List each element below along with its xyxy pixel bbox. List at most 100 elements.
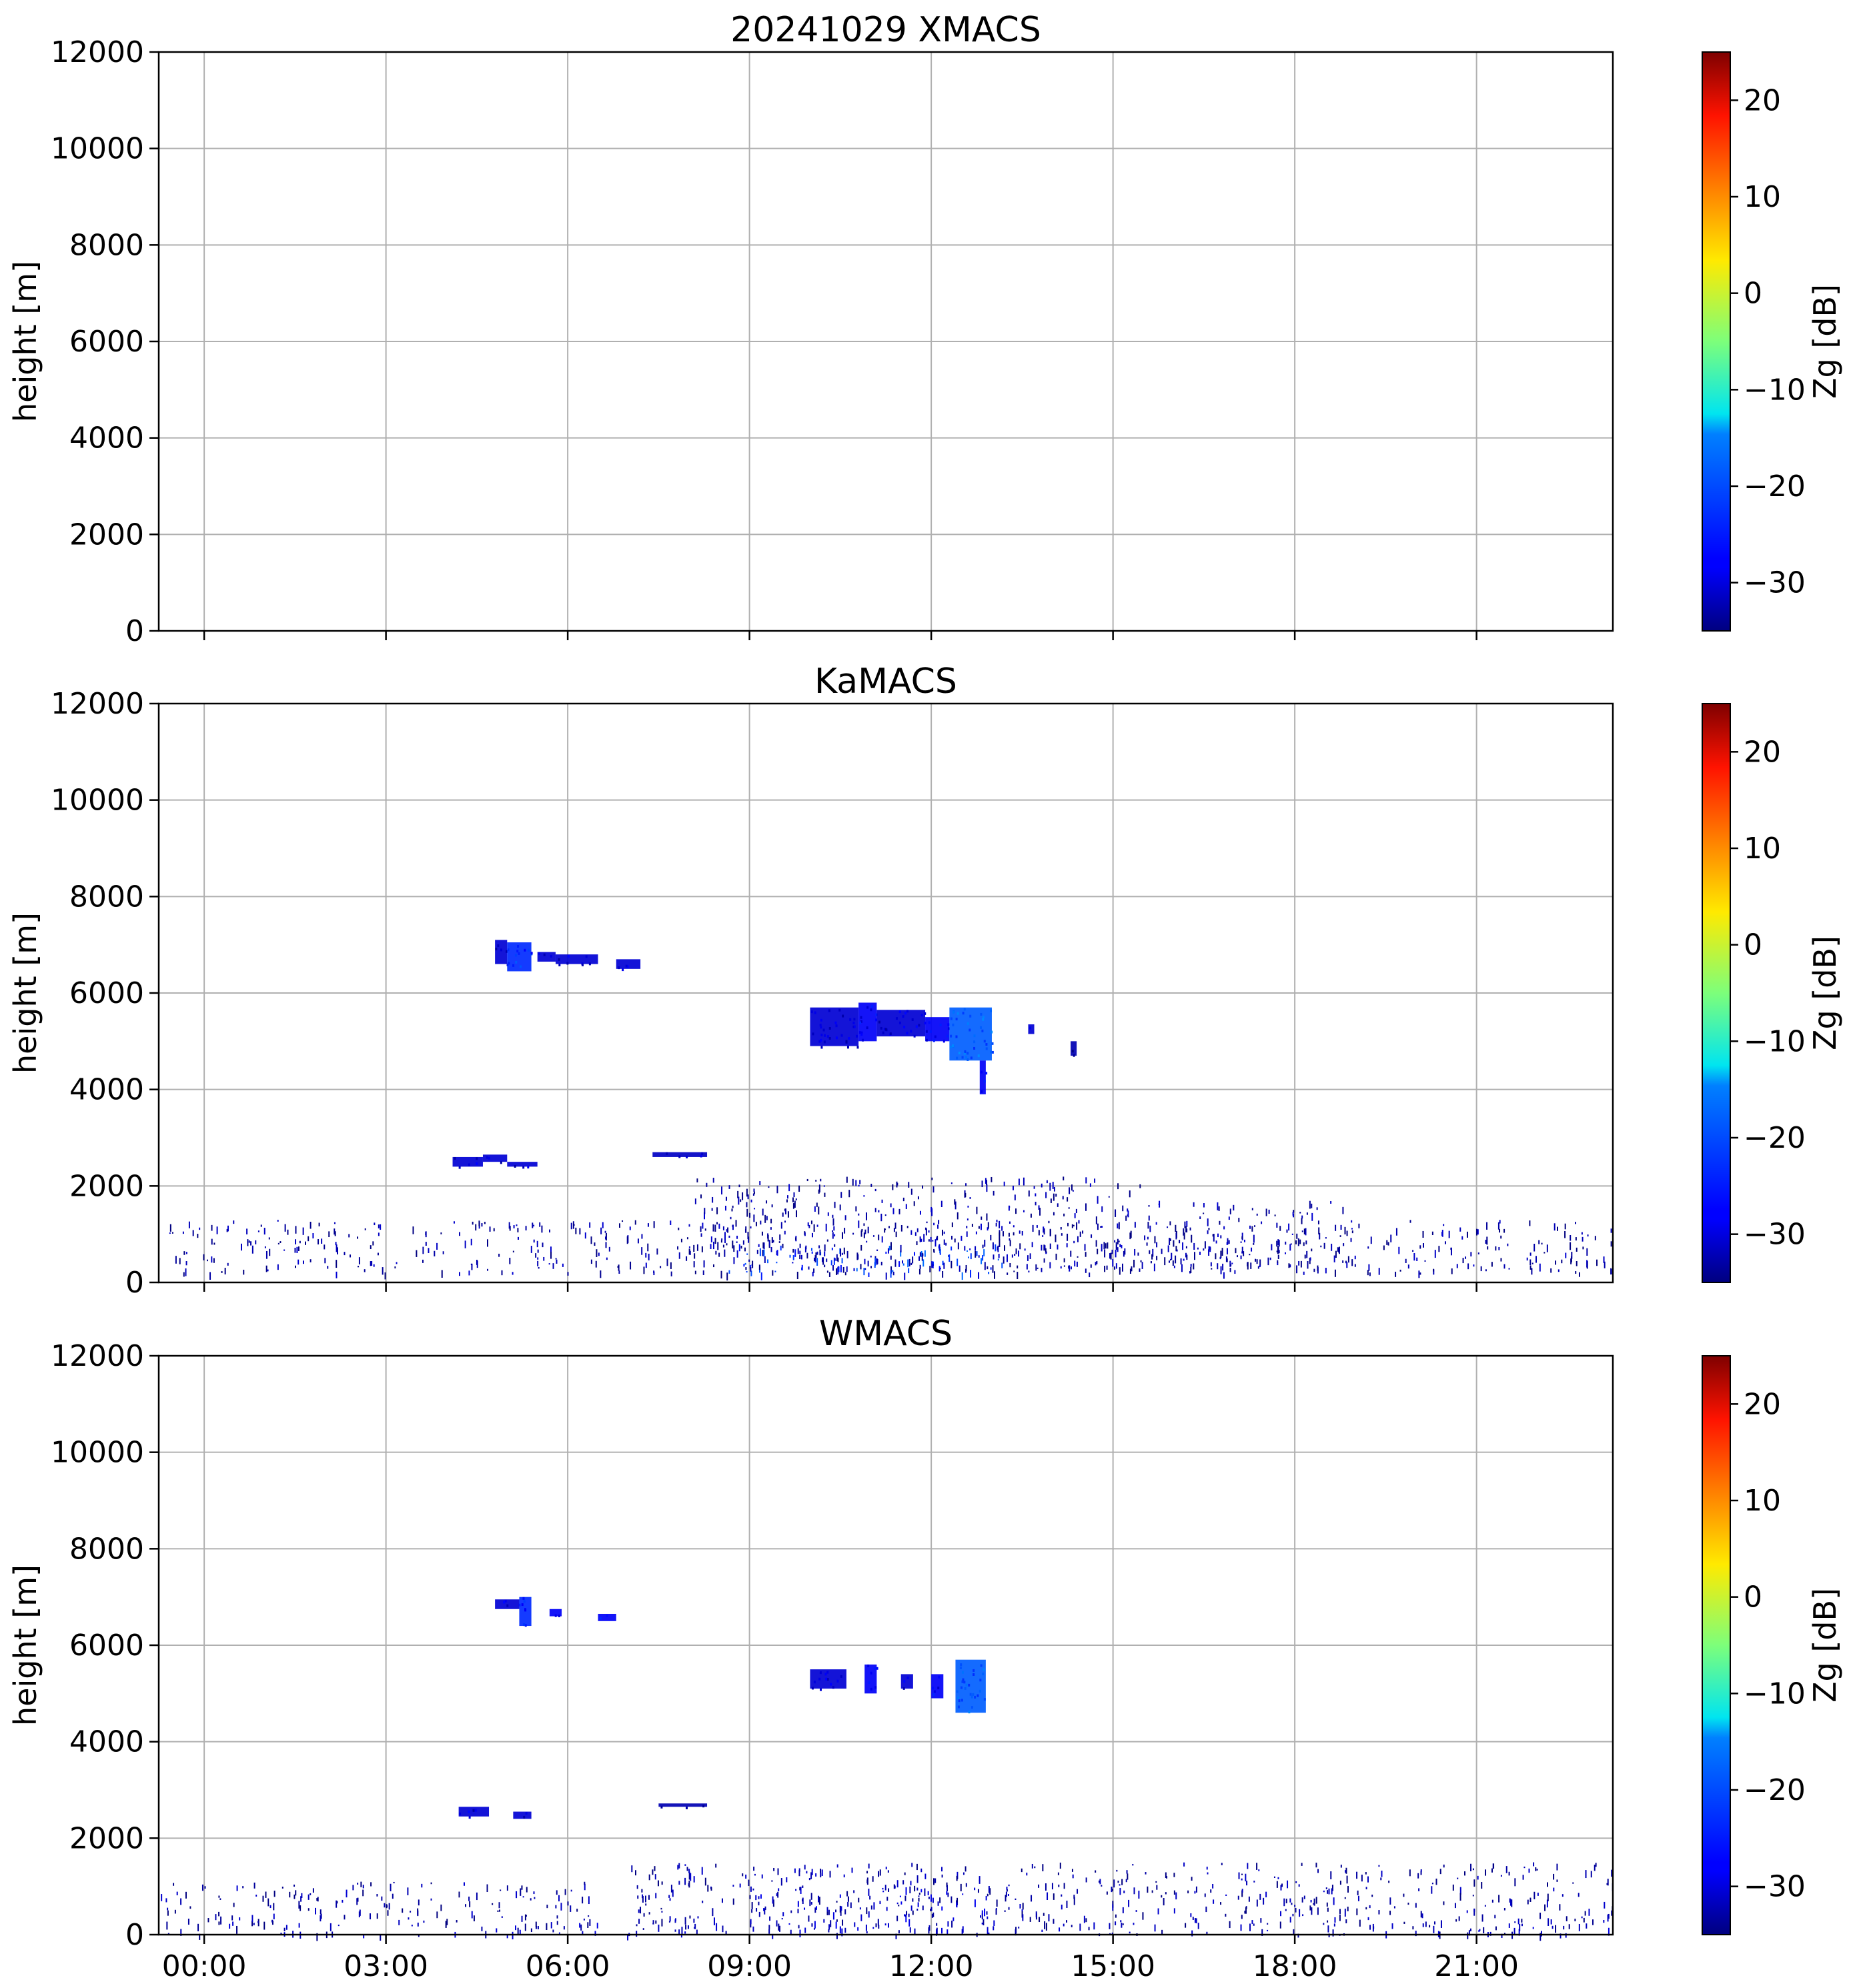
panel-2-echo-pixel (1499, 1228, 1501, 1233)
panel-2-echo-pixel (295, 1226, 297, 1234)
panel-2-echo-pixel (884, 1228, 886, 1233)
panel-2-echo-pixel (1277, 1262, 1279, 1266)
panel-3-echo-pixel (811, 1923, 813, 1927)
panel-2-echo-pixel (813, 1268, 815, 1273)
panel-2-echo-pixel (1477, 1252, 1479, 1254)
panel-2-echo-pixel (890, 1242, 892, 1250)
panel-2-echo-pixel (1289, 1264, 1291, 1268)
panel-3-echo-pixel (930, 1894, 932, 1902)
panel-2-echo-pixel (169, 1232, 171, 1234)
panel-3-echo-pixel (265, 1891, 267, 1898)
panel-3-echo-pixel (825, 1677, 828, 1681)
panel-3-echo-pixel (1008, 1907, 1010, 1910)
panel-2-echo-pixel (1114, 1266, 1116, 1270)
panel-2-echo-pixel (686, 1237, 688, 1240)
panel-3-echo-pixel (772, 1899, 774, 1907)
panel-2-echo-pixel (1193, 1252, 1195, 1260)
panel-2-echo-pixel (1529, 1259, 1531, 1266)
panel-3-echo-pixel (941, 1906, 943, 1911)
panel-3-echo-pixel (961, 1699, 963, 1702)
panel-3-echo-pixel (524, 1609, 527, 1612)
panel-2-echo-pixel (890, 1255, 892, 1260)
panel-2-echo-pixel (794, 1200, 796, 1208)
panel-2-echo-pixel (670, 1271, 672, 1276)
panel-1-colorbar-tick-label: −30 (1744, 566, 1806, 600)
panel-2-echo-pixel (824, 1264, 826, 1268)
panel-3-echo-pixel (790, 1910, 792, 1913)
panel-3-echo-pixel (781, 1918, 783, 1920)
panel-2-echo-pixel (670, 1262, 672, 1269)
panel-2-echo-pixel (1139, 1184, 1141, 1188)
panel-3-echo-pixel (1261, 1929, 1263, 1936)
panel-3-echo-pixel (1031, 1895, 1033, 1902)
panel-2-echo-pixel (1409, 1220, 1411, 1223)
panel-2-echo-pixel (1114, 1240, 1116, 1243)
panel-3-echo-pixel (878, 1925, 880, 1929)
panel-2-echo-pixel (1148, 1215, 1150, 1221)
panel-2-echo-pixel (1212, 1234, 1214, 1237)
panel-2-echo-pixel (950, 1017, 953, 1020)
panel-3-echo-pixel (1356, 1871, 1358, 1879)
panel-3-echo-pixel (937, 1687, 940, 1690)
panel-2-echo-pixel (1217, 1202, 1219, 1210)
panel-3-echo-pixel (872, 1876, 874, 1882)
panel-2-echo-pixel (364, 1228, 366, 1230)
panel-3-echo-pixel (1495, 1926, 1497, 1931)
panel-3-echo-pixel (1206, 1931, 1208, 1935)
panel-2-echo-pixel (1141, 1262, 1143, 1269)
panel-2-echo-pixel (895, 1017, 898, 1020)
panel-2-echo-pixel (839, 1204, 841, 1210)
panel-3-echo-pixel (911, 1863, 913, 1867)
panel-2-echo-pixel (964, 1050, 967, 1053)
panel-3-echo-pixel (1285, 1909, 1287, 1911)
panel-2-echo-pixel (894, 1259, 896, 1267)
panel-3-echo-pixel (1123, 1890, 1125, 1893)
panel-3-echo-pixel (1111, 1889, 1113, 1891)
panel-2-echo-pixel (826, 1270, 828, 1273)
panel-3-echo-pixel (1528, 1868, 1530, 1873)
panel-3-echo-pixel (930, 1909, 932, 1911)
panel-2-echo-pixel (1134, 1222, 1136, 1228)
panel-2-echo-pixel (1296, 1265, 1298, 1274)
panel-2-echo-pixel (459, 1272, 461, 1276)
panel-3-echo-pixel (283, 1927, 285, 1931)
panel-3-echo-pixel (535, 1926, 537, 1929)
panel-3-echo-pixel (851, 1867, 853, 1873)
panel-2-echo-pixel (981, 1258, 983, 1264)
panel-3-echo-pixel (905, 1914, 907, 1923)
panel-2-echo-pixel (818, 1206, 820, 1215)
panel-2-echo-pixel (1085, 1268, 1087, 1273)
panel-3-echo-pixel (1595, 1863, 1597, 1867)
panel-3-echo-pixel (909, 1886, 911, 1893)
panel-2-echo-pixel (1241, 1236, 1243, 1240)
panel-3-echo-pixel (468, 1810, 470, 1813)
panel-3-echo-pixel (1039, 1917, 1041, 1923)
panel-2-echo-pixel (647, 1243, 649, 1252)
panel-2-echo-pixel (884, 1028, 887, 1031)
panel-3-echo-pixel (1313, 1898, 1315, 1906)
panel-2-echo-pixel (171, 1232, 173, 1234)
panel-3-echo-pixel (637, 1895, 639, 1899)
panel-2-echo-pixel (1091, 1234, 1093, 1238)
panel-2-echo-pixel (1075, 1208, 1077, 1214)
panel-2-echo-pixel (382, 1267, 384, 1275)
panel-3-echo-pixel (1339, 1909, 1341, 1914)
panel-2-echo-pixel (525, 1226, 527, 1231)
panel-2-echo-pixel (1063, 1258, 1065, 1262)
panel-3-x-tick-label: 12:00 (889, 1949, 974, 1983)
panel-3-echo-pixel (1356, 1908, 1358, 1915)
panel-3-echo-pixel (874, 1686, 877, 1689)
panel-3-echo-pixel (430, 1898, 432, 1901)
panel-2-echo-pixel (820, 1033, 823, 1036)
panel-2-echo-pixel (914, 1232, 916, 1236)
panel-3-echo-pixel (1393, 1906, 1395, 1909)
panel-3-echo-pixel (362, 1889, 364, 1897)
panel-3-echo-pixel (993, 1926, 995, 1931)
panel-2-echo-pixel (920, 1014, 923, 1017)
panel-3-echo-pixel (1464, 1871, 1466, 1876)
panel-2-echo-pixel (1422, 1243, 1424, 1248)
panel-3-echo-pixel (1550, 1919, 1552, 1925)
panel-3-echo-pixel (979, 1679, 982, 1682)
panel-3-echo-pixel (995, 1909, 997, 1915)
panel-3-echo-pixel (1429, 1925, 1431, 1928)
